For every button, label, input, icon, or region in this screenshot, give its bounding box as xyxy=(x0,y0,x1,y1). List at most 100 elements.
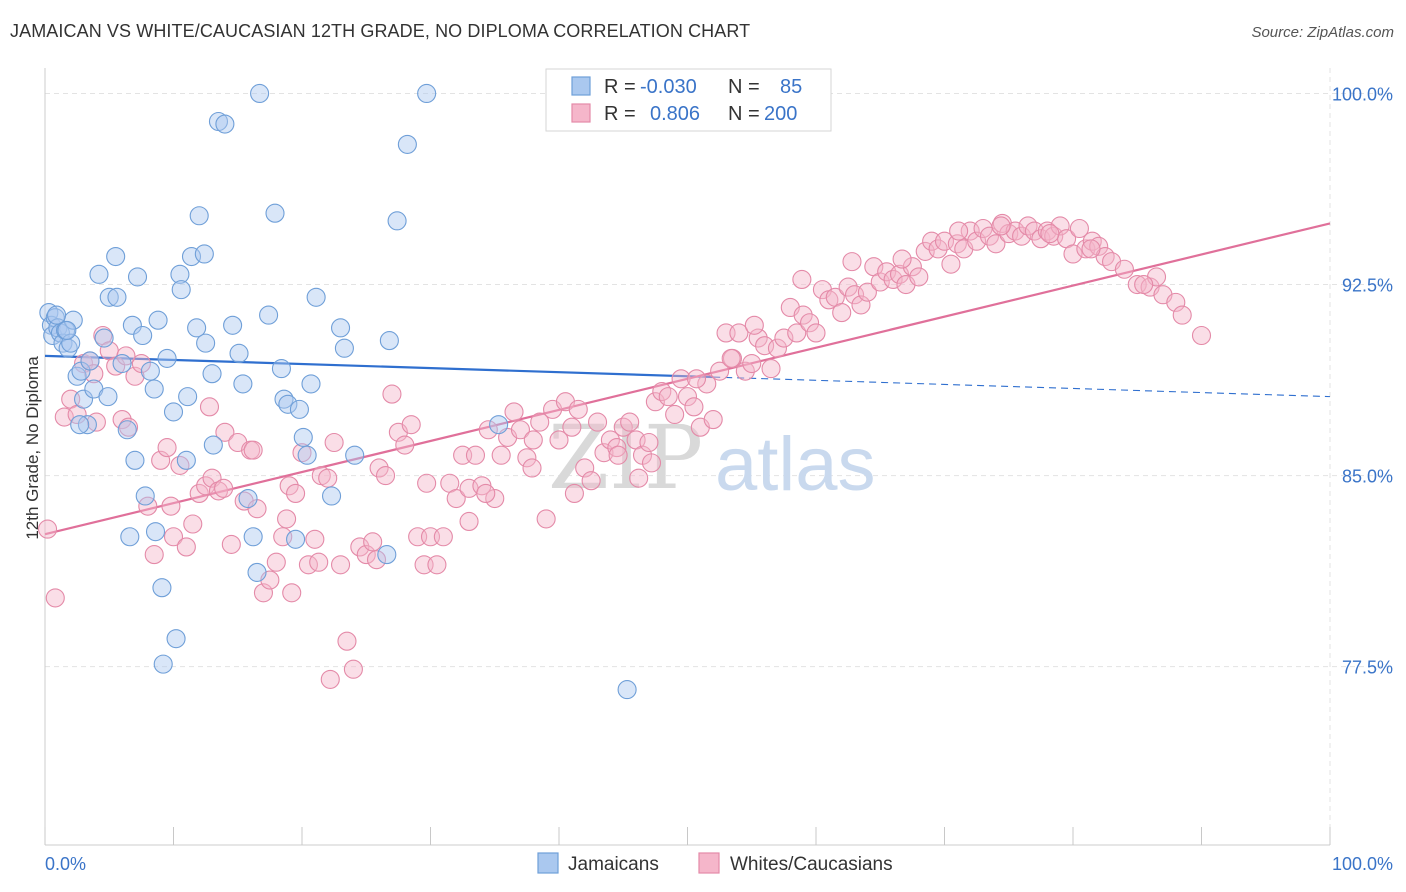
white-caucasian-point xyxy=(214,478,234,498)
jamaican-point xyxy=(89,264,109,284)
legend-n-value-2: 200 xyxy=(764,103,797,125)
white-caucasian-point xyxy=(318,468,338,488)
white-caucasian-point xyxy=(697,374,717,394)
white-caucasian-point xyxy=(375,466,396,486)
jamaican-point xyxy=(178,387,198,407)
white-caucasian-point xyxy=(176,537,196,557)
jamaican-point xyxy=(215,114,235,134)
white-caucasian-point xyxy=(883,269,903,289)
jamaican-point xyxy=(345,445,365,465)
jamaican-point xyxy=(112,353,132,374)
jamaican-point xyxy=(238,488,258,509)
white-caucasian-point xyxy=(1082,231,1102,251)
white-caucasian-point xyxy=(684,397,704,417)
jamaican-point xyxy=(148,310,168,330)
jamaican-point xyxy=(176,450,196,470)
white-caucasian-point xyxy=(292,443,312,463)
white-caucasian-point xyxy=(587,412,608,432)
white-caucasian-point xyxy=(530,412,550,432)
white-caucasian-point xyxy=(902,257,922,277)
white-caucasian-point xyxy=(1191,325,1212,346)
white-caucasian-point xyxy=(366,550,387,570)
white-caucasian-point xyxy=(793,305,813,325)
white-caucasian-point xyxy=(286,483,306,503)
white-caucasian-point xyxy=(277,509,297,529)
white-caucasian-point xyxy=(748,328,768,348)
white-caucasian-point xyxy=(677,387,698,407)
white-caucasian-point xyxy=(613,417,633,437)
legend-n-value-1: 85 xyxy=(780,76,802,98)
jamaican-point xyxy=(98,387,118,407)
white-caucasian-point xyxy=(928,239,948,259)
white-caucasian-point xyxy=(1166,292,1186,312)
white-caucasian-point xyxy=(1012,226,1032,246)
jamaican-point xyxy=(247,562,267,582)
white-caucasian-point xyxy=(645,392,665,412)
jamaican-point xyxy=(196,333,216,353)
legend-r-value-1: -0.030 xyxy=(640,76,697,98)
jamaican-point xyxy=(106,246,126,267)
white-caucasian-point xyxy=(478,420,498,440)
jamaican-point xyxy=(187,318,207,338)
jamaican-point xyxy=(203,435,223,455)
bottom-legend-swatch-jamaicans xyxy=(537,852,559,874)
white-caucasian-point xyxy=(1050,216,1070,236)
jamaican-point xyxy=(271,359,291,379)
jamaican-point xyxy=(47,305,67,325)
white-caucasian-point xyxy=(125,366,145,386)
white-caucasian-point xyxy=(607,438,627,458)
jamaican-point xyxy=(330,318,351,338)
legend-n-label-2: N = xyxy=(728,103,760,125)
grid-lines xyxy=(45,68,1395,845)
jamaican-point xyxy=(243,527,263,547)
white-caucasian-point xyxy=(909,267,929,287)
jamaican-point xyxy=(301,374,321,394)
chart-title: JAMAICAN VS WHITE/CAUCASIAN 12TH GRADE, … xyxy=(10,21,751,41)
jamaican-point xyxy=(617,680,637,700)
white-caucasian-point xyxy=(686,369,707,389)
jamaican-point xyxy=(157,348,177,368)
white-caucasian-point xyxy=(1040,224,1060,244)
white-caucasian-point xyxy=(343,659,363,679)
white-caucasian-point xyxy=(1172,305,1192,325)
white-caucasian-point xyxy=(523,430,543,450)
white-caucasian-point xyxy=(330,555,351,575)
white-caucasian-point xyxy=(170,455,190,475)
jamaican-point xyxy=(397,134,417,154)
white-caucasian-point xyxy=(504,402,524,422)
white-caucasian-point xyxy=(427,555,447,575)
white-caucasian-point xyxy=(510,420,531,440)
white-caucasian-point xyxy=(594,443,614,463)
legend: R = -0.030 N = 85 R = 0.806 N = 200 xyxy=(545,68,832,132)
jamaican-point xyxy=(297,445,317,465)
jamaican-point xyxy=(133,325,153,346)
white-caucasian-point xyxy=(564,483,584,503)
jamaican-trend-line-extension xyxy=(713,376,1331,398)
jamaican-point xyxy=(293,427,313,447)
jamaican-point xyxy=(259,305,279,325)
white-caucasian-point xyxy=(363,532,383,552)
jamaican-point xyxy=(153,654,173,674)
jamaican-point xyxy=(107,287,127,307)
jamaican-point xyxy=(144,379,164,399)
white-caucasian-point xyxy=(991,216,1011,236)
jamaican-point xyxy=(223,315,243,335)
jamaican-point xyxy=(120,527,140,547)
jamaican-point xyxy=(250,83,270,104)
white-caucasian-point xyxy=(658,387,678,407)
jamaican-point xyxy=(489,415,509,435)
white-caucasian-point xyxy=(665,404,685,425)
jamaican-point xyxy=(117,420,137,440)
white-caucasian-point xyxy=(967,231,987,251)
jamaican-point xyxy=(140,361,160,381)
white-caucasian-point xyxy=(941,254,961,274)
white-caucasian-point xyxy=(1134,274,1154,295)
jamaican-point xyxy=(125,450,145,470)
axes xyxy=(44,68,1331,846)
legend-frame xyxy=(545,68,832,132)
jamaican-point xyxy=(122,315,142,335)
legend-r-value-2: 0.806 xyxy=(650,103,700,125)
white-caucasian-point xyxy=(157,438,177,458)
white-caucasian-point xyxy=(163,527,184,547)
white-caucasian-point xyxy=(1037,221,1057,241)
